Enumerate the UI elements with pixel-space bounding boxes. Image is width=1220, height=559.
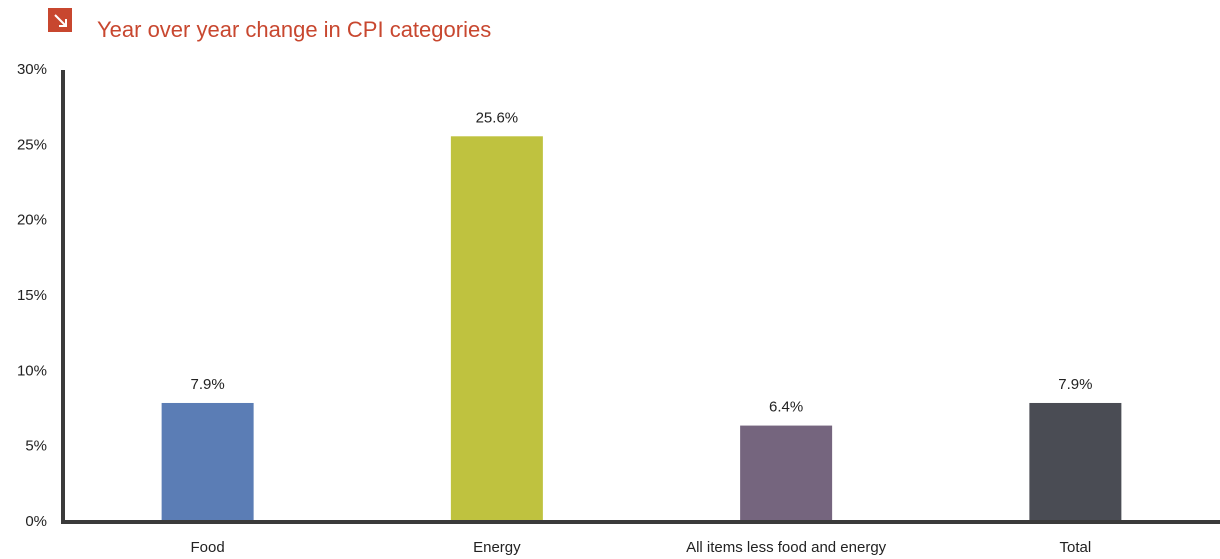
data-label: 6.4%	[769, 399, 803, 416]
y-tick-label: 15%	[17, 287, 47, 304]
bar	[1029, 402, 1122, 522]
bar	[450, 136, 543, 522]
y-tick-label: 30%	[17, 61, 47, 78]
y-tick-label: 20%	[17, 212, 47, 229]
x-tick-label: Energy	[473, 539, 521, 556]
x-tick-label: Food	[191, 539, 225, 556]
y-tick-label: 25%	[17, 136, 47, 153]
bar	[161, 402, 254, 522]
title-icon-arrow	[54, 14, 67, 27]
x-tick-label: All items less food and energy	[686, 539, 887, 556]
bar	[740, 425, 833, 522]
chart-title: Year over year change in CPI categories	[97, 17, 491, 42]
y-tick-label: 0%	[25, 513, 47, 530]
data-label: 7.9%	[1058, 376, 1092, 393]
data-label: 25.6%	[476, 109, 519, 126]
x-tick-label: Total	[1060, 539, 1092, 556]
y-tick-label: 10%	[17, 362, 47, 379]
data-label: 7.9%	[191, 376, 225, 393]
y-tick-label: 5%	[25, 438, 47, 455]
